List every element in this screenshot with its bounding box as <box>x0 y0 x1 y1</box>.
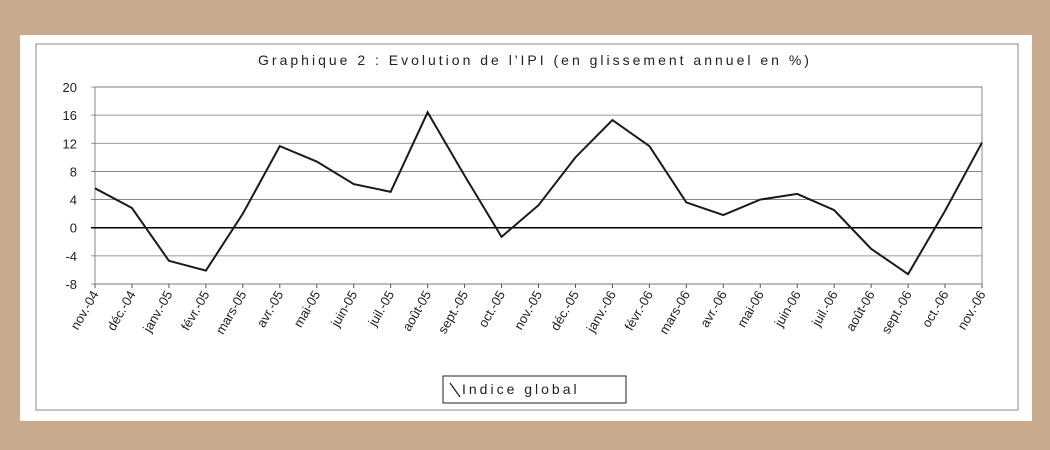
y-tick-label: 20 <box>63 80 77 95</box>
y-tick-label: 12 <box>63 136 77 151</box>
data-line <box>94 110 983 276</box>
y-tick-label: -4 <box>65 249 77 264</box>
y-tick-label: 0 <box>70 221 77 236</box>
legend-label: Indice global <box>462 381 580 397</box>
legend <box>442 375 627 404</box>
y-tick-label: 4 <box>70 193 77 208</box>
chart-border <box>35 43 1019 411</box>
y-tick-label: 16 <box>63 108 77 123</box>
y-tick-label: -8 <box>65 277 77 292</box>
chart-title: Graphique 2 : Evolution de l'IPI (en gli… <box>258 52 812 68</box>
y-tick-label: 8 <box>70 164 77 179</box>
legend-swatch <box>449 382 461 398</box>
